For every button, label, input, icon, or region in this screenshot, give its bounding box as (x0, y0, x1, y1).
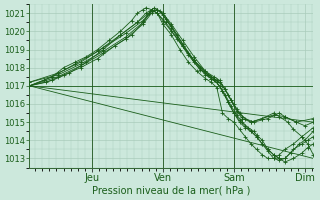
X-axis label: Pression niveau de la mer( hPa ): Pression niveau de la mer( hPa ) (92, 186, 251, 196)
